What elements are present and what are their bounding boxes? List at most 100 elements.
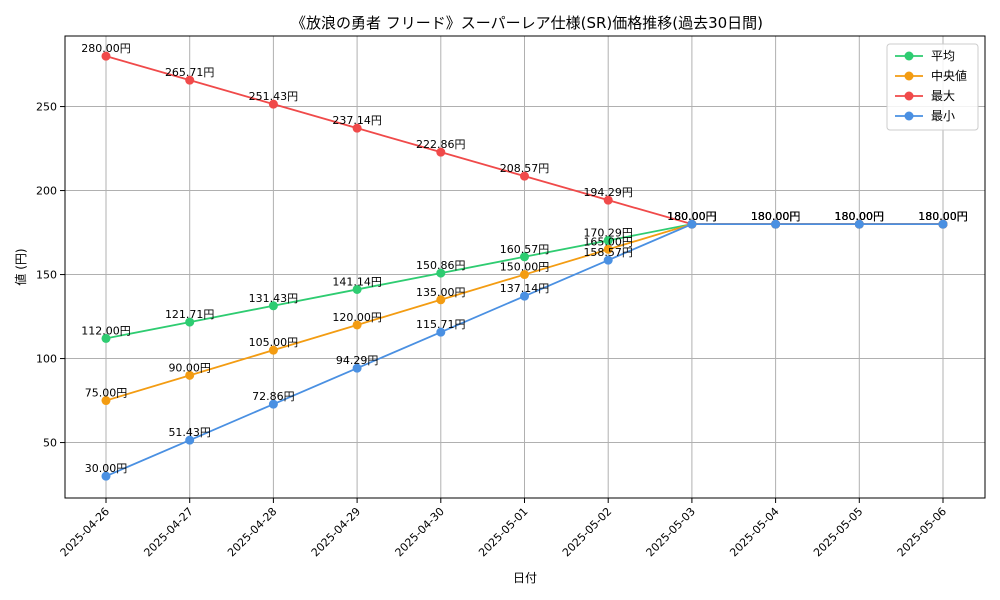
y-tick-label: 200 [36,185,57,198]
data-label: 180.00円 [751,210,801,223]
data-point [185,370,195,380]
data-label: 141.14円 [332,275,382,288]
data-point [101,471,111,481]
data-point [854,219,864,229]
data-point [520,171,529,181]
data-point [520,270,529,280]
data-point [185,435,195,445]
data-label: 75.00円 [85,387,128,400]
data-label: 115.71円 [416,318,466,331]
data-label: 158.57円 [583,246,633,259]
data-point [436,268,446,278]
chart-title: 《放浪の勇者 フリード》スーパーレア仕様(SR)価格推移(過去30日間) [291,14,763,32]
data-label: 265.71円 [165,66,215,79]
data-label: 208.57円 [500,162,550,175]
data-label: 170.29円 [583,226,633,239]
data-label: 180.00円 [918,210,968,223]
data-point [436,295,446,305]
data-point [436,327,446,337]
x-tick-label: 2025-05-03 [644,505,698,559]
data-point [938,219,948,229]
y-tick-label: 100 [36,353,57,366]
data-point [603,255,613,265]
x-axis-ticks: 2025-04-26 2025-04-27 2025-04-28 2025-04-29… [58,498,949,559]
data-label: 94.29円 [336,354,379,367]
data-point [268,345,278,355]
y-tick-label: 50 [43,437,57,450]
data-point [436,147,446,157]
data-point [101,51,111,61]
data-point [268,399,278,409]
series-lines [101,51,948,481]
x-axis-label: 日付 [513,571,537,585]
legend-label: 平均 [931,49,955,63]
data-label: 180.00円 [667,210,717,223]
data-label: 112.00円 [81,324,131,337]
data-point [352,320,362,330]
data-point [520,252,529,262]
x-tick-label: 2025-04-27 [141,505,195,559]
data-label: 222.86円 [416,138,466,151]
legend-label: 最大 [931,89,955,103]
data-point [352,123,362,133]
data-point [520,291,529,301]
data-label: 51.43円 [168,426,211,439]
data-label: 72.86円 [252,390,295,403]
data-label: 180.00円 [751,210,801,223]
data-point [352,284,362,294]
data-label: 180.00円 [835,210,885,223]
data-point [185,75,195,85]
data-label: 120.00円 [332,311,382,324]
x-tick-label: 2025-04-26 [58,505,112,559]
x-tick-label: 2025-05-02 [560,505,614,559]
data-label: 131.43円 [249,292,299,305]
data-label: 180.00円 [667,210,717,223]
data-point [101,396,111,406]
data-label: 30.00円 [85,462,128,475]
data-label: 180.00円 [918,210,968,223]
legend-marker [904,51,914,61]
data-label: 135.00円 [416,286,466,299]
data-point [603,195,613,205]
data-label: 150.00円 [500,261,550,274]
data-label: 180.00円 [667,210,717,223]
legend-label: 最小 [931,109,955,123]
data-label: 237.14円 [332,114,382,127]
data-point [268,301,278,311]
data-point [771,219,781,229]
legend-box [886,43,979,131]
data-label: 165.00円 [583,235,633,248]
data-label: 105.00円 [249,336,299,349]
data-label: 251.43円 [249,90,299,103]
data-label: 150.86円 [416,259,466,272]
data-label: 180.00円 [835,210,885,223]
x-tick-label: 2025-04-29 [309,505,363,559]
data-label: 180.00円 [835,210,885,223]
data-point [687,219,697,229]
data-label: 180.00円 [918,210,968,223]
x-tick-label: 2025-05-06 [895,505,949,559]
data-point [268,99,278,109]
data-label: 160.57円 [500,243,550,256]
legend-marker [904,111,914,121]
x-tick-label: 2025-05-01 [476,505,530,559]
data-label: 137.14円 [500,282,550,295]
data-label: 180.00円 [918,210,968,223]
y-tick-label: 150 [36,269,57,282]
data-point [352,363,362,373]
data-point [603,244,613,254]
data-label: 180.00円 [667,210,717,223]
data-label: 180.00円 [835,210,885,223]
data-point [603,235,613,245]
y-axis-ticks: 50 100 150 200 250 [36,101,65,450]
y-axis-label: 値 (円) [13,248,28,285]
x-tick-label: 2025-05-05 [811,505,865,559]
legend-marker [904,71,914,81]
legend-label: 中央値 [931,68,967,83]
data-label: 180.00円 [751,210,801,223]
x-tick-label: 2025-04-28 [225,505,279,559]
y-tick-label: 250 [36,101,57,114]
